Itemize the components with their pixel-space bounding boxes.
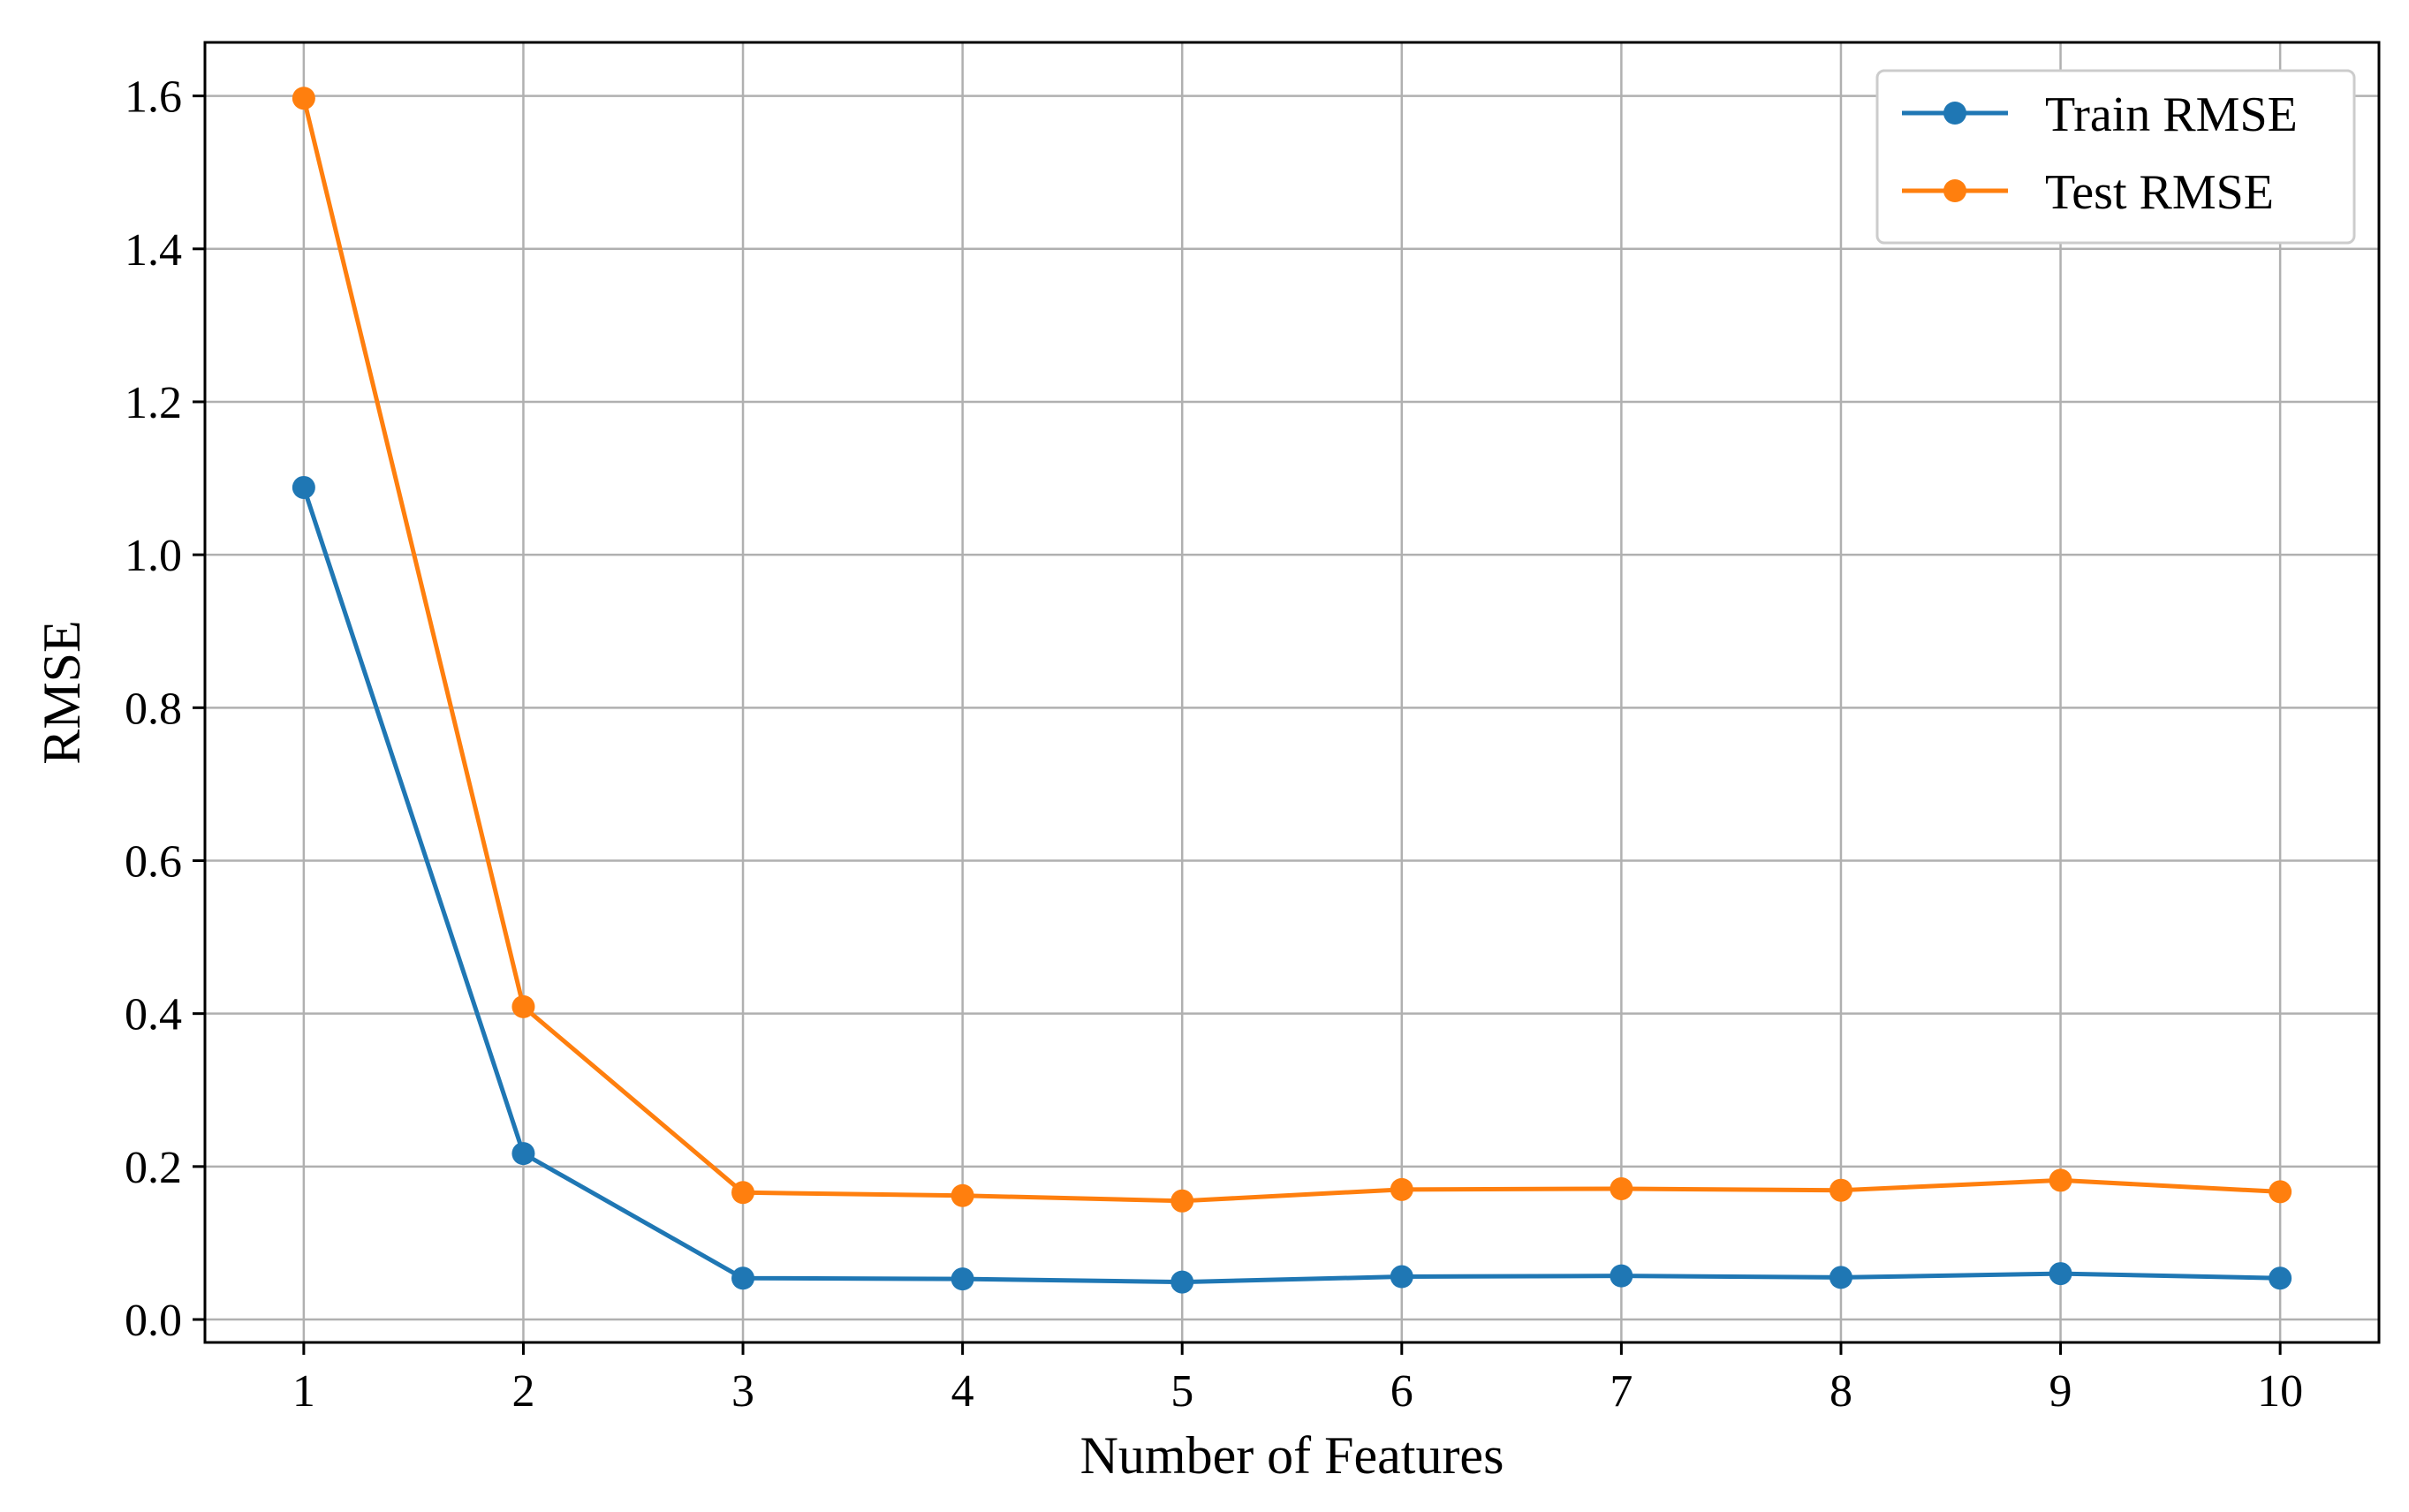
x-tick-label-4: 4 bbox=[951, 1366, 974, 1417]
x-tick-label-9: 9 bbox=[2049, 1366, 2072, 1417]
legend-marker-train-rmse bbox=[1943, 102, 1966, 125]
x-tick-label-6: 6 bbox=[1390, 1366, 1413, 1417]
series-line-2 bbox=[301, 97, 2281, 1204]
y-tick-label-0.0: 0.0 bbox=[125, 1296, 182, 1346]
data-point-2-3 bbox=[731, 1181, 755, 1205]
data-point-2-9 bbox=[2049, 1168, 2072, 1192]
data-point-2-6 bbox=[1390, 1177, 1413, 1201]
y-tick-label-1.6: 1.6 bbox=[125, 72, 182, 123]
grid-lines bbox=[205, 42, 2379, 1342]
data-point-2-2 bbox=[511, 994, 535, 1018]
data-point-2-1 bbox=[292, 87, 315, 110]
data-point-2-10 bbox=[2269, 1180, 2292, 1204]
data-point-1-4 bbox=[951, 1267, 974, 1291]
plot-frame bbox=[203, 41, 2381, 1344]
data-point-2-4 bbox=[951, 1183, 974, 1207]
y-tick-label-0.2: 0.2 bbox=[125, 1143, 182, 1193]
series-line-1 bbox=[301, 487, 2281, 1285]
legend-items: Train RMSE Test RMSE bbox=[1902, 87, 2298, 220]
x-axis-title: Number of Features bbox=[1080, 1426, 1504, 1485]
series-lines bbox=[292, 87, 2292, 1294]
x-tick-label-1: 1 bbox=[292, 1366, 315, 1417]
data-point-2-8 bbox=[1829, 1178, 1852, 1202]
legend-label-test-rmse: Test RMSE bbox=[2045, 165, 2274, 220]
data-point-2-7 bbox=[1610, 1176, 1633, 1200]
legend-marker-test-rmse bbox=[1943, 179, 1966, 202]
x-tick-label-2: 2 bbox=[511, 1366, 534, 1417]
tick-labels: 1 2 3 4 5 6 7 8 9 10 0.0 0.2 0.4 0.6 0.8 1.0 1.2 1.4 1.6 bbox=[125, 72, 2303, 1417]
x-tick-label-8: 8 bbox=[1829, 1366, 1852, 1417]
legend-label-train-rmse: Train RMSE bbox=[2045, 87, 2298, 142]
data-point-1-7 bbox=[1610, 1264, 1633, 1288]
data-point-1-8 bbox=[1829, 1266, 1852, 1289]
y-tick-label-0.6: 0.6 bbox=[125, 836, 182, 887]
legend: Train RMSE Test RMSE bbox=[1875, 69, 2356, 245]
y-tick-label-1.4: 1.4 bbox=[125, 225, 182, 276]
data-point-1-2 bbox=[511, 1142, 535, 1166]
series-train-rmse bbox=[292, 475, 2292, 1294]
series-test-rmse bbox=[292, 87, 2292, 1213]
data-point-1-1 bbox=[292, 475, 315, 499]
axes bbox=[193, 41, 2381, 1355]
y-tick-label-0.8: 0.8 bbox=[125, 684, 182, 734]
data-point-2-5 bbox=[1170, 1189, 1194, 1213]
data-point-1-5 bbox=[1170, 1270, 1194, 1294]
x-tick-label-5: 5 bbox=[1170, 1366, 1193, 1417]
data-point-1-6 bbox=[1390, 1265, 1413, 1289]
x-tick-label-3: 3 bbox=[731, 1366, 754, 1417]
x-tick-label-7: 7 bbox=[1610, 1366, 1633, 1417]
data-point-1-3 bbox=[731, 1266, 755, 1290]
y-tick-label-0.4: 0.4 bbox=[125, 990, 182, 1040]
y-axis-title: RMSE bbox=[33, 620, 91, 764]
x-tick-label-10: 10 bbox=[2257, 1366, 2303, 1417]
y-tick-label-1.0: 1.0 bbox=[125, 531, 182, 581]
y-tick-label-1.2: 1.2 bbox=[125, 378, 182, 428]
data-point-1-10 bbox=[2269, 1266, 2292, 1290]
data-point-1-9 bbox=[2049, 1262, 2072, 1286]
